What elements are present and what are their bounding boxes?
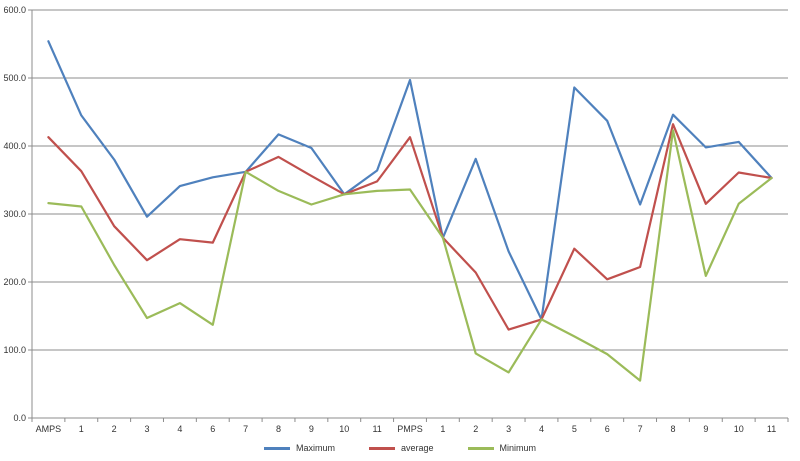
legend-swatch-average [368, 446, 395, 450]
x-tick-label: PMPS [397, 424, 423, 434]
x-axis-tick-labels: AMPS 1 2 3 4 6 7 8 9 10 11 PMPS 1 2 3 4 5 6 7 8 9 10 11 [36, 424, 777, 434]
x-tick-label: 6 [210, 424, 215, 434]
y-tick-label: 600.0 [3, 5, 26, 15]
series-lines [47, 40, 773, 382]
x-tick-label: AMPS [36, 424, 62, 434]
legend-swatch-maximum [263, 446, 290, 450]
x-tick-label: 8 [670, 424, 675, 434]
x-tick-label: 5 [572, 424, 577, 434]
x-tick-label: 9 [309, 424, 314, 434]
y-tick-label: 400.0 [3, 141, 26, 151]
x-tick-label: 10 [734, 424, 744, 434]
axes [28, 9, 789, 422]
series-line-minimum [47, 129, 773, 382]
series-line-average [47, 123, 773, 331]
y-tick-label: 500.0 [3, 73, 26, 83]
y-tick-label: 200.0 [3, 277, 26, 287]
legend: Maximum average Minimum [0, 440, 800, 456]
x-tick-label: 2 [473, 424, 478, 434]
x-tick-label: 2 [112, 424, 117, 434]
series-line-maximum [47, 40, 773, 321]
x-tick-label: 11 [767, 424, 776, 434]
x-tick-label: 4 [177, 424, 182, 434]
x-tick-label: 10 [339, 424, 349, 434]
legend-label-maximum: Maximum [295, 443, 335, 453]
x-tick-label: 3 [506, 424, 511, 434]
x-tick-label: 1 [440, 424, 445, 434]
x-tick-label: 9 [703, 424, 708, 434]
x-tick-label: 11 [372, 424, 381, 434]
y-tick-label: 100.0 [3, 345, 26, 355]
gridlines [32, 9, 788, 351]
legend-item-minimum: Minimum [467, 440, 537, 456]
legend-label-average: average [400, 443, 434, 453]
y-axis-tick-labels: 0.0 100.0 200.0 300.0 400.0 500.0 600.0 [3, 5, 26, 423]
legend-swatch-minimum [467, 446, 494, 450]
x-tick-label: 1 [79, 424, 84, 434]
y-tick-label: 0.0 [13, 413, 26, 423]
legend-item-average: average [368, 440, 434, 456]
x-tick-label: 6 [605, 424, 610, 434]
x-tick-label: 7 [638, 424, 643, 434]
x-tick-label: 4 [539, 424, 544, 434]
legend-item-maximum: Maximum [263, 440, 335, 456]
x-tick-label: 7 [243, 424, 248, 434]
x-tick-label: 3 [145, 424, 150, 434]
y-tick-label: 300.0 [3, 209, 26, 219]
legend-label-minimum: Minimum [499, 443, 537, 453]
x-tick-label: 8 [276, 424, 281, 434]
